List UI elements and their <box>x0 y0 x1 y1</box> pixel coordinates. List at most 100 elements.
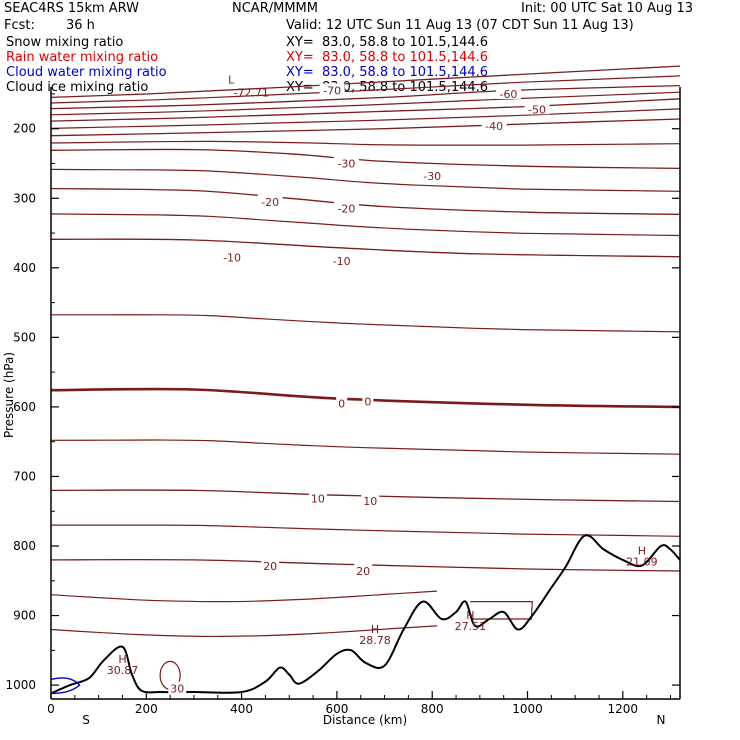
high-marker: H <box>638 544 646 557</box>
contour-label: -30 <box>337 158 355 171</box>
isotherm-line-minor <box>50 213 681 237</box>
field-snow-xy: XY= 83.0, 58.8 to 101.5,144.6 <box>286 35 489 50</box>
closed-contour <box>470 601 533 620</box>
contour-label: -30 <box>423 170 441 183</box>
cloud-water-contour <box>50 677 81 695</box>
x-tick-label: 800 <box>421 702 444 716</box>
fcst-value: 36 h <box>66 18 95 33</box>
low-marker: L <box>228 74 235 87</box>
contour-label-bg <box>219 250 245 263</box>
high-value: 21.09 <box>626 555 658 568</box>
contour-label: -50 <box>528 103 546 116</box>
y-tick-label: 400 <box>13 261 36 275</box>
isotherm-line-minor <box>51 524 681 537</box>
field-rain-name: Rain water mixing ratio <box>6 50 159 65</box>
contour-label: -20 <box>337 203 355 216</box>
contour-label: 10 <box>311 493 325 506</box>
center-title: NCAR/MMMM <box>232 1 318 16</box>
isotherm-line <box>50 65 681 99</box>
contour-label: -60 <box>499 88 517 101</box>
contour-label: 0 <box>338 397 345 410</box>
y-tick-label: 600 <box>13 400 36 414</box>
contour-label: 0 <box>364 395 371 408</box>
terrain-layer <box>50 534 681 695</box>
contour-label: -20 <box>261 196 279 209</box>
endpoint-left-label: S <box>82 713 90 727</box>
contour-label-bg <box>354 564 373 577</box>
high-marker: H <box>466 609 474 622</box>
x-tick-label: 600 <box>325 702 348 716</box>
field-cloud-name: Cloud water mixing ratio <box>6 65 167 80</box>
y-tick-label: 500 <box>13 330 36 344</box>
contour-label: -40 <box>485 120 503 133</box>
field-snow-name: Snow mixing ratio <box>6 35 124 50</box>
contour-label: 20 <box>263 560 277 573</box>
y-tick-label: 1000 <box>5 678 36 692</box>
isotherm-line <box>50 558 681 572</box>
isotherm-line-lower <box>50 625 438 638</box>
isotherm-line <box>50 118 681 137</box>
y-tick-label: 700 <box>13 469 36 483</box>
fcst-label: Fcst: <box>4 18 35 33</box>
isotherm-line <box>50 84 681 110</box>
contour-label-bg <box>333 156 359 169</box>
isotherm-line-minor <box>50 439 681 455</box>
y-axis-title: Pressure (hPa) <box>2 352 16 438</box>
isotherm-line-minor <box>50 108 681 129</box>
high-value: 27.51 <box>455 620 487 633</box>
contour-label-bg <box>308 491 327 504</box>
high-value: 28.78 <box>359 634 391 647</box>
isotherm-line-minor <box>50 75 681 104</box>
isotherm-line-minor <box>50 140 681 146</box>
contour-label-bg <box>261 559 280 572</box>
contour-label-bg <box>419 169 445 182</box>
contour-label-bg <box>361 493 380 506</box>
contour-label-bg <box>336 396 348 409</box>
contour-label: -10 <box>223 251 241 264</box>
contour-label: 10 <box>363 495 377 508</box>
isotherm-line-minor <box>51 314 681 333</box>
x-tick-label: 0 <box>47 702 55 716</box>
init-time: Init: 00 UTC Sat 10 Aug 13 <box>521 1 694 16</box>
isotherm-layer <box>50 65 681 690</box>
x-tick-label: 200 <box>135 702 158 716</box>
model-title: SEAC4RS 15km ARW <box>4 1 140 16</box>
isotherm-line-lower <box>50 590 438 603</box>
contour-label-layer: -70 -60 -50 -40 -30 -30 -20 -20 -10 -10 0 0 10 10 20 20… <box>107 74 658 696</box>
y-tick-label: 200 <box>13 122 36 136</box>
terrain-profile <box>50 534 681 695</box>
x-axis-title: Distance (km) <box>323 713 407 727</box>
contour-label: 30 <box>170 683 184 696</box>
isotherm-line <box>50 187 681 215</box>
isotherm-line-minor <box>50 168 681 192</box>
contour-label-bg <box>257 194 283 207</box>
high-value: 30.87 <box>107 664 139 677</box>
contour-label-bg <box>333 201 359 214</box>
contour-label-bg <box>495 86 521 99</box>
y-tick-label: 900 <box>13 609 36 623</box>
high-marker: H <box>371 623 379 636</box>
isotherm-line <box>50 98 681 122</box>
low-value: -72.71 <box>233 87 268 100</box>
field-cloud-xy: XY= 83.0, 58.8 to 101.5,144.6 <box>286 65 489 80</box>
contour-label: -70 <box>323 84 341 97</box>
x-tick-label: 1000 <box>512 702 543 716</box>
isotherm-line <box>50 148 681 170</box>
y-tick-label: 800 <box>13 539 36 553</box>
contour-label-bg <box>319 83 345 96</box>
x-tick-label: 400 <box>230 702 253 716</box>
contour-label-bg <box>524 102 550 115</box>
contour-label: -10 <box>333 255 351 268</box>
contour-label-bg <box>481 118 507 131</box>
contour-label-bg <box>362 394 374 407</box>
y-tick-label: 300 <box>13 191 36 205</box>
valid-time: Valid: 12 UTC Sun 11 Aug 13 (07 CDT Sun … <box>286 18 634 33</box>
field-rain-xy: XY= 83.0, 58.8 to 101.5,144.6 <box>286 50 489 65</box>
endpoint-right-label: N <box>657 713 666 727</box>
high-marker: H <box>118 653 126 666</box>
isotherm-line-minor <box>50 91 681 116</box>
contour-label: 20 <box>356 565 370 578</box>
contour-label-bg <box>168 681 187 694</box>
